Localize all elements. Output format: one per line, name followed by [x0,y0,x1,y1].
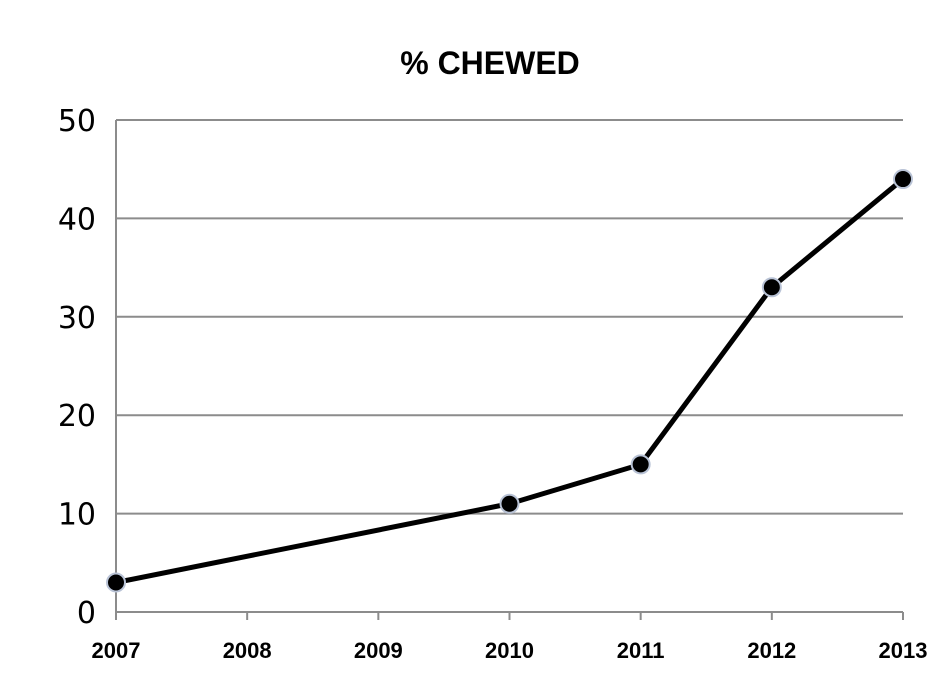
x-tick-label-2010: 2010 [485,638,534,663]
data-point-2013 [893,169,913,190]
x-tick-label-2013: 2013 [879,638,928,663]
series-layer [106,169,913,593]
y-tick-label-20: 20 [58,399,96,434]
chart-title: % CHEWED [400,45,580,81]
axes [115,120,903,613]
x-tick-label-2011: 2011 [617,638,665,663]
x-axis-ticks: 2007 2008 2009 2010 2011 2012 2013 [92,612,928,663]
y-tick-label-40: 40 [58,202,96,237]
y-tick-label-50: 50 [58,104,96,139]
data-point-2012 [761,277,782,298]
data-point-2011 [630,454,651,475]
gridlines [116,119,903,515]
y-tick-label-10: 10 [58,498,96,533]
x-tick-label-2009: 2009 [354,638,403,663]
x-tick-label-2012: 2012 [747,638,796,663]
y-axis-ticks: 0 10 20 30 40 50 [58,104,96,631]
series-line [113,176,906,585]
x-tick-label-2007: 2007 [92,638,141,663]
y-tick-label-0: 0 [77,596,96,631]
y-tick-label-30: 30 [58,301,96,336]
data-point-2010 [499,493,520,514]
x-tick-label-2008: 2008 [223,638,272,663]
data-point-2007 [106,572,126,593]
